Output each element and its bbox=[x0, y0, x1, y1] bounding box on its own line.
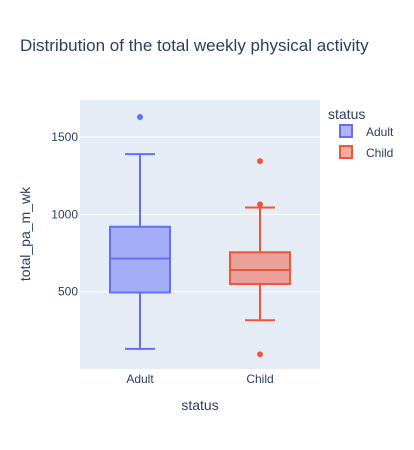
legend-item-child[interactable]: Child bbox=[339, 145, 393, 160]
outlier-point-child-1 bbox=[257, 201, 263, 208]
legend-item-adult[interactable]: Adult bbox=[339, 124, 394, 139]
box-adult bbox=[109, 114, 171, 350]
legend-label-adult: Adult bbox=[366, 125, 394, 139]
legend: status Adult Child bbox=[328, 106, 394, 160]
y-tick-label-1000: 1000 bbox=[51, 207, 78, 221]
iqr-box-adult bbox=[109, 225, 171, 294]
x-axis-ticks: Adult Child bbox=[126, 372, 273, 386]
outlier-point-adult-0 bbox=[137, 114, 143, 121]
y-axis-title: total_pa_m_wk bbox=[17, 186, 33, 281]
x-tick-label-adult: Adult bbox=[126, 372, 154, 386]
outlier-point-child-2 bbox=[257, 158, 263, 165]
y-axis-ticks: 500 1000 1500 bbox=[51, 130, 78, 299]
boxes bbox=[109, 114, 291, 358]
y-tick-label-500: 500 bbox=[58, 285, 78, 299]
legend-swatch-child bbox=[339, 145, 353, 159]
iqr-box-child bbox=[229, 251, 291, 285]
x-tick-label-child: Child bbox=[246, 372, 273, 386]
legend-title: status bbox=[328, 106, 365, 122]
y-tick-label-1500: 1500 bbox=[51, 130, 78, 144]
x-axis-title: status bbox=[181, 397, 218, 413]
outlier-point-child-0 bbox=[257, 351, 263, 358]
legend-swatch-adult bbox=[339, 124, 353, 138]
box-child bbox=[229, 158, 291, 358]
legend-label-child: Child bbox=[366, 146, 393, 160]
chart-title: Distribution of the total weekly physica… bbox=[20, 36, 369, 55]
